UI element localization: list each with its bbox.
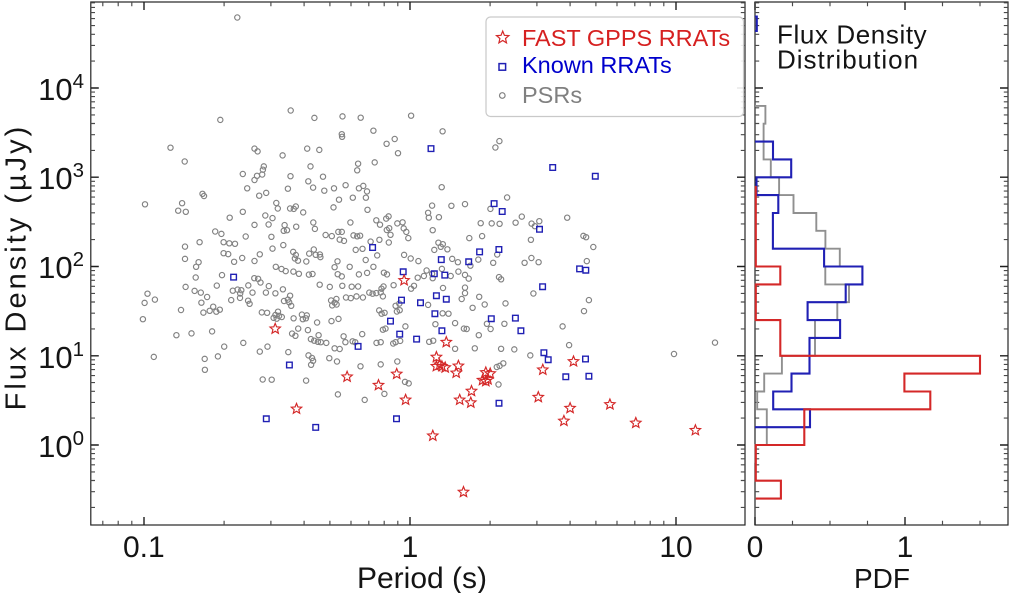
svg-text:100: 100: [38, 427, 84, 464]
svg-text:PSRs: PSRs: [522, 82, 582, 108]
svg-text:Flux Density (µJy): Flux Density (µJy): [1, 124, 33, 411]
svg-text:Period (s): Period (s): [357, 562, 487, 593]
svg-text:Distribution: Distribution: [777, 44, 919, 74]
svg-text:Flux Density: Flux Density: [777, 20, 927, 50]
svg-text:0.1: 0.1: [123, 531, 165, 564]
svg-text:10: 10: [659, 531, 692, 564]
svg-text:PDF: PDF: [854, 563, 910, 593]
svg-text:Known RRATs: Known RRATs: [522, 52, 672, 78]
svg-text:FAST GPPS RRATs: FAST GPPS RRATs: [522, 25, 730, 51]
svg-text:0: 0: [747, 531, 764, 564]
svg-text:1: 1: [897, 531, 914, 564]
svg-text:1: 1: [402, 531, 419, 564]
